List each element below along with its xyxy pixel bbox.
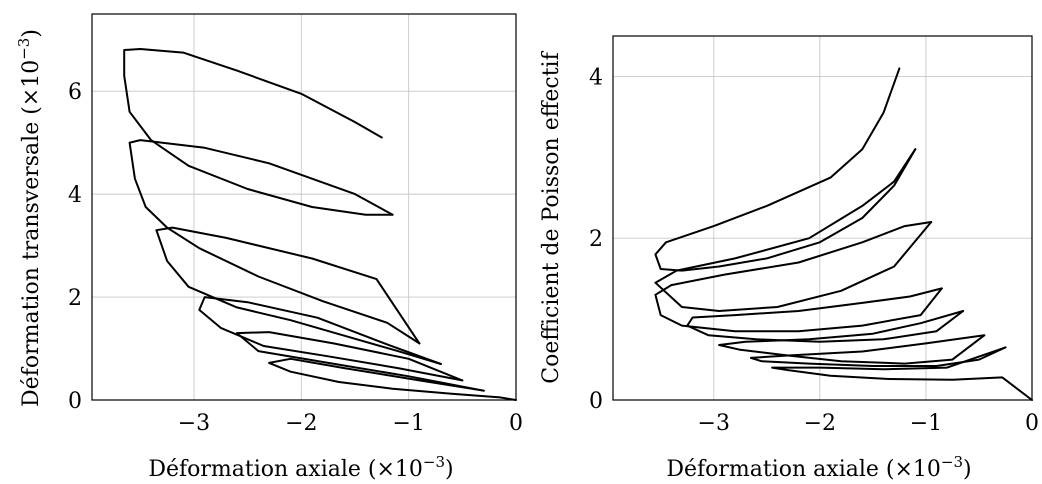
- y-tick-label: 0: [68, 389, 82, 414]
- x-tick-label: 0: [1025, 411, 1039, 436]
- grid: [92, 14, 517, 401]
- series-line: [654, 148, 933, 312]
- series-line: [268, 357, 517, 401]
- y-tick-label: 2: [68, 286, 82, 311]
- series-line: [718, 310, 986, 365]
- series-line: [771, 346, 1033, 401]
- series-line: [123, 48, 394, 216]
- chart-transverse-strain: −3 −2 −1 0 0 2 4 6 Déformation axiale (×10−3) D…: [15, 13, 523, 482]
- tick-labels: −3 −2 −1 0 0 2 4: [589, 65, 1039, 436]
- y-tick-label: 4: [589, 65, 603, 90]
- y-tick-label: 2: [589, 227, 603, 252]
- tick-labels: −3 −2 −1 0 0 2 4 6: [68, 80, 523, 436]
- y-axis-label: Déformation transversale (×10−3): [15, 29, 44, 407]
- x-tick-label: −1: [910, 411, 942, 436]
- y-tick-label: 6: [68, 80, 82, 105]
- plot-frame: [612, 35, 1033, 401]
- plot-frame: [91, 13, 517, 401]
- x-tick-label: −1: [392, 411, 424, 436]
- chart-poisson-ratio: −3 −2 −1 0 0 2 4 Déformation axiale (×10−3) Co…: [539, 35, 1039, 482]
- series-line: [235, 331, 485, 392]
- series-line: [155, 226, 442, 365]
- series-line: [198, 296, 464, 382]
- series-line: [749, 334, 1007, 367]
- y-tick-label: 0: [589, 389, 603, 414]
- series-line: [654, 221, 943, 333]
- series-group: [654, 67, 1033, 401]
- x-tick-label: −3: [698, 411, 730, 436]
- series-line: [128, 139, 421, 345]
- grid: [613, 36, 1033, 401]
- x-tick-label: −3: [178, 411, 210, 436]
- series-group: [123, 48, 517, 401]
- x-tick-label: 0: [509, 411, 523, 436]
- y-tick-label: 4: [68, 183, 82, 208]
- x-tick-label: −2: [804, 411, 836, 436]
- x-axis-label: Déformation axiale (×10−3): [148, 453, 453, 482]
- x-tick-label: −2: [285, 411, 317, 436]
- x-axis-label: Déformation axiale (×10−3): [666, 453, 971, 482]
- y-axis-label: Coefficient de Poisson effectif: [539, 50, 564, 383]
- series-line: [654, 67, 917, 272]
